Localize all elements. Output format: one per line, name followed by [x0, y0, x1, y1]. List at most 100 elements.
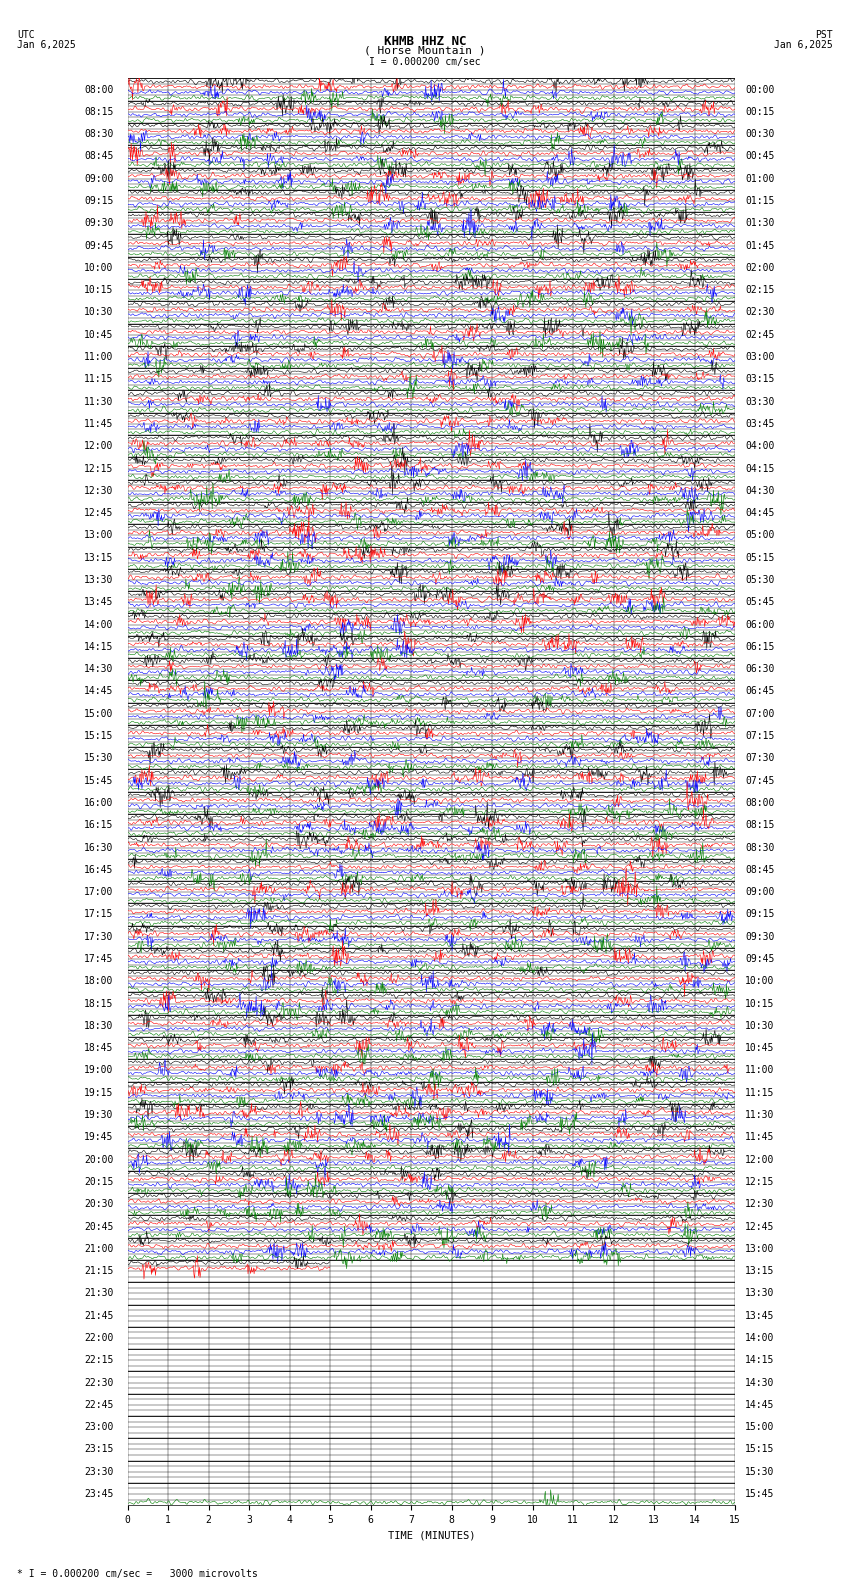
X-axis label: TIME (MINUTES): TIME (MINUTES) — [388, 1530, 475, 1541]
Text: 14:15: 14:15 — [745, 1356, 774, 1365]
Text: Jan 6,2025: Jan 6,2025 — [17, 40, 76, 49]
Text: 03:30: 03:30 — [745, 396, 774, 407]
Text: 22:45: 22:45 — [84, 1400, 114, 1410]
Text: 09:15: 09:15 — [745, 909, 774, 919]
Text: 15:15: 15:15 — [745, 1445, 774, 1454]
Text: 10:45: 10:45 — [84, 329, 114, 339]
Text: 09:00: 09:00 — [745, 887, 774, 897]
Text: 08:00: 08:00 — [84, 84, 114, 95]
Text: 21:00: 21:00 — [84, 1243, 114, 1255]
Text: 10:30: 10:30 — [84, 307, 114, 317]
Text: 20:00: 20:00 — [84, 1155, 114, 1164]
Text: 19:15: 19:15 — [84, 1088, 114, 1098]
Text: 09:45: 09:45 — [745, 954, 774, 965]
Text: 01:45: 01:45 — [745, 241, 774, 250]
Text: 16:00: 16:00 — [84, 798, 114, 808]
Text: 22:00: 22:00 — [84, 1334, 114, 1343]
Text: 11:30: 11:30 — [84, 396, 114, 407]
Text: 00:30: 00:30 — [745, 130, 774, 139]
Text: 07:15: 07:15 — [745, 732, 774, 741]
Text: 14:15: 14:15 — [84, 642, 114, 653]
Text: 15:30: 15:30 — [745, 1467, 774, 1476]
Text: 16:45: 16:45 — [84, 865, 114, 874]
Text: 12:15: 12:15 — [745, 1177, 774, 1186]
Text: 19:45: 19:45 — [84, 1133, 114, 1142]
Text: KHMB HHZ NC: KHMB HHZ NC — [383, 35, 467, 48]
Text: 11:00: 11:00 — [745, 1066, 774, 1076]
Text: 02:30: 02:30 — [745, 307, 774, 317]
Text: 15:45: 15:45 — [745, 1489, 774, 1498]
Text: 08:45: 08:45 — [84, 152, 114, 162]
Text: 19:00: 19:00 — [84, 1066, 114, 1076]
Text: 08:30: 08:30 — [745, 843, 774, 852]
Text: 09:30: 09:30 — [84, 219, 114, 228]
Text: 03:45: 03:45 — [745, 418, 774, 429]
Text: 13:15: 13:15 — [745, 1266, 774, 1277]
Text: 09:00: 09:00 — [84, 174, 114, 184]
Text: 18:15: 18:15 — [84, 998, 114, 1009]
Text: 15:00: 15:00 — [745, 1422, 774, 1432]
Text: 12:00: 12:00 — [745, 1155, 774, 1164]
Text: 18:45: 18:45 — [84, 1044, 114, 1053]
Text: 14:00: 14:00 — [745, 1334, 774, 1343]
Text: 02:15: 02:15 — [745, 285, 774, 295]
Text: 13:00: 13:00 — [745, 1243, 774, 1255]
Text: 06:15: 06:15 — [745, 642, 774, 653]
Text: 08:15: 08:15 — [745, 821, 774, 830]
Text: 17:45: 17:45 — [84, 954, 114, 965]
Text: 12:15: 12:15 — [84, 464, 114, 474]
Text: 15:45: 15:45 — [84, 776, 114, 786]
Text: 23:00: 23:00 — [84, 1422, 114, 1432]
Text: 10:30: 10:30 — [745, 1020, 774, 1031]
Text: 20:15: 20:15 — [84, 1177, 114, 1186]
Text: 16:15: 16:15 — [84, 821, 114, 830]
Text: 08:30: 08:30 — [84, 130, 114, 139]
Text: 02:00: 02:00 — [745, 263, 774, 272]
Text: PST: PST — [815, 30, 833, 40]
Text: UTC: UTC — [17, 30, 35, 40]
Text: 12:30: 12:30 — [84, 486, 114, 496]
Text: 04:15: 04:15 — [745, 464, 774, 474]
Text: 13:00: 13:00 — [84, 531, 114, 540]
Text: 20:45: 20:45 — [84, 1221, 114, 1231]
Text: 04:00: 04:00 — [745, 442, 774, 451]
Text: 15:15: 15:15 — [84, 732, 114, 741]
Text: 18:30: 18:30 — [84, 1020, 114, 1031]
Text: 13:30: 13:30 — [84, 575, 114, 584]
Text: 00:45: 00:45 — [745, 152, 774, 162]
Text: 04:45: 04:45 — [745, 508, 774, 518]
Text: 10:00: 10:00 — [745, 976, 774, 987]
Text: 03:00: 03:00 — [745, 352, 774, 363]
Text: 16:30: 16:30 — [84, 843, 114, 852]
Text: 11:45: 11:45 — [745, 1133, 774, 1142]
Text: 21:45: 21:45 — [84, 1310, 114, 1321]
Text: 07:30: 07:30 — [745, 754, 774, 763]
Text: 04:30: 04:30 — [745, 486, 774, 496]
Text: 07:00: 07:00 — [745, 708, 774, 719]
Text: 05:15: 05:15 — [745, 553, 774, 562]
Text: 01:15: 01:15 — [745, 196, 774, 206]
Text: 08:15: 08:15 — [84, 106, 114, 117]
Text: 10:00: 10:00 — [84, 263, 114, 272]
Text: 13:45: 13:45 — [745, 1310, 774, 1321]
Text: 11:30: 11:30 — [745, 1110, 774, 1120]
Text: 22:30: 22:30 — [84, 1378, 114, 1388]
Text: 12:30: 12:30 — [745, 1199, 774, 1209]
Text: 15:30: 15:30 — [84, 754, 114, 763]
Text: 21:30: 21:30 — [84, 1288, 114, 1299]
Text: 03:15: 03:15 — [745, 374, 774, 385]
Text: 05:45: 05:45 — [745, 597, 774, 607]
Text: 11:45: 11:45 — [84, 418, 114, 429]
Text: 22:15: 22:15 — [84, 1356, 114, 1365]
Text: 19:30: 19:30 — [84, 1110, 114, 1120]
Text: 21:15: 21:15 — [84, 1266, 114, 1277]
Text: 17:00: 17:00 — [84, 887, 114, 897]
Text: 11:15: 11:15 — [745, 1088, 774, 1098]
Text: 11:15: 11:15 — [84, 374, 114, 385]
Text: 10:15: 10:15 — [84, 285, 114, 295]
Text: ( Horse Mountain ): ( Horse Mountain ) — [365, 46, 485, 55]
Text: 18:00: 18:00 — [84, 976, 114, 987]
Text: 12:45: 12:45 — [84, 508, 114, 518]
Text: 02:45: 02:45 — [745, 329, 774, 339]
Text: 14:00: 14:00 — [84, 619, 114, 629]
